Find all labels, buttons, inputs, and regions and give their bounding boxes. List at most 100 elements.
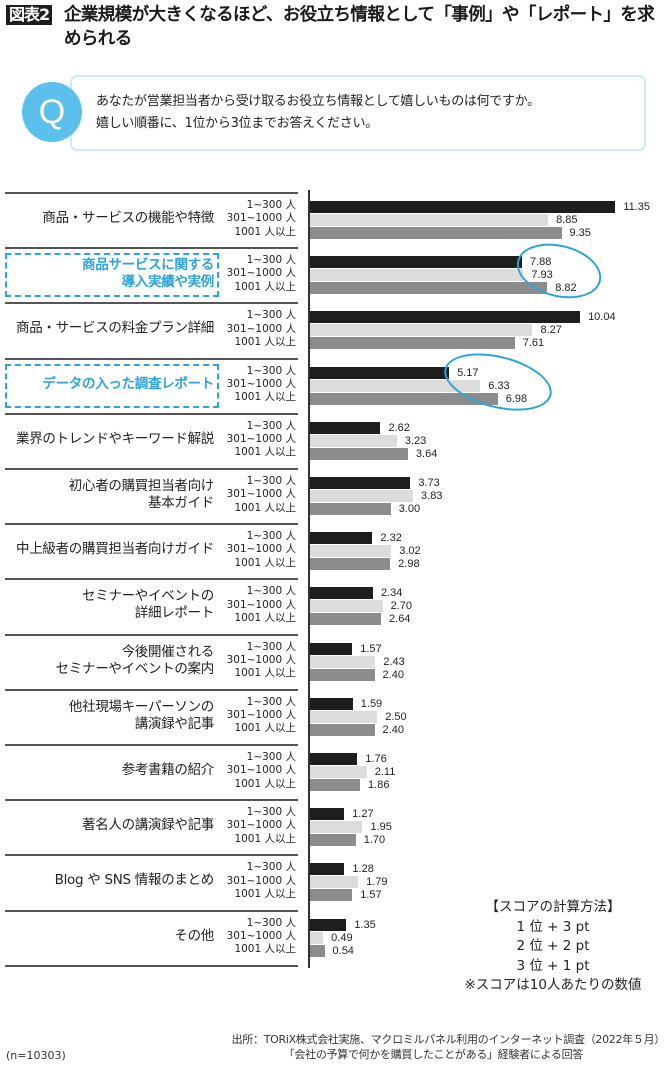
segment-label: 1~300 人 xyxy=(246,254,296,267)
category-label: データの入った調査レポート xyxy=(6,376,214,393)
category-group: 商品・サービスの機能や特徴 1~300 人 301~1000 人 1001 人以上 11… xyxy=(0,192,670,247)
bar-value-label: 6.98 xyxy=(505,392,528,405)
row-divider xyxy=(5,302,298,305)
segment-label: 1001 人以上 xyxy=(234,446,296,459)
segment-label: 301~1000 人 xyxy=(226,653,296,666)
segment-label: 1001 人以上 xyxy=(234,280,296,293)
row-divider xyxy=(5,964,298,967)
bar-value-label: 1.28 xyxy=(352,863,374,876)
bar-301-1000 xyxy=(310,600,383,613)
score-note-heading: 【スコアの計算方法】 xyxy=(485,899,621,915)
bar-301-1000 xyxy=(310,545,392,558)
category-label: 商品・サービスの料金プラン詳細 xyxy=(6,320,214,337)
question-box xyxy=(70,75,646,151)
bar-value-label: 2.62 xyxy=(388,421,410,434)
category-label: 中上級者の購買担当者向けガイド xyxy=(6,541,214,558)
segment-label: 301~1000 人 xyxy=(226,377,296,390)
segment-labels: 1~300 人 301~1000 人 1001 人以上 xyxy=(218,917,296,957)
segment-labels: 1~300 人 301~1000 人 1001 人以上 xyxy=(218,254,296,294)
bar-value-label: 7.88 xyxy=(529,256,552,269)
bar-1-300 xyxy=(310,863,345,876)
source-line-2: 「会社の予算で何かを購買したことがある」経験者による回答 xyxy=(283,1048,584,1061)
bar-301-1000 xyxy=(310,490,414,502)
category-label-line: 参考書籍の紹介 xyxy=(121,762,215,778)
category-group: 初心者の購買担当者向け 基本ガイド 1~300 人 301~1000 人 1001 人以… xyxy=(0,468,670,523)
segment-label: 1001 人以上 xyxy=(234,667,296,680)
category-label: セミナーやイベントの 詳細レポート xyxy=(6,588,214,622)
bar-301-1000 xyxy=(310,214,549,226)
segment-label: 301~1000 人 xyxy=(226,874,296,887)
bar-value-label: 1.27 xyxy=(352,808,374,821)
question-line-2: 嬉しい順番に、1位から3位までお答えください。 xyxy=(96,116,378,131)
bar-301-1000 xyxy=(310,821,363,834)
bar-value-label: 2.40 xyxy=(382,723,404,736)
segment-label: 301~1000 人 xyxy=(226,322,296,335)
segment-label: 301~1000 人 xyxy=(226,709,296,722)
bar-1001-plus xyxy=(310,668,375,681)
segment-label: 1001 人以上 xyxy=(234,335,296,348)
bar-value-label: 0.54 xyxy=(332,944,354,957)
bar-value-label: 1.57 xyxy=(360,642,382,655)
category-label-line: 他社現場キーパーソンの xyxy=(68,698,214,715)
segment-label: 1~300 人 xyxy=(246,530,296,543)
category-label-line: 商品サービスに関する xyxy=(82,257,214,274)
bar-1-300 xyxy=(310,918,347,931)
bar-1001-plus xyxy=(310,779,361,791)
bar-1001-plus xyxy=(310,337,515,350)
category-label-line: セミナーやイベントの案内 xyxy=(55,660,215,677)
segment-label: 1~300 人 xyxy=(246,475,296,487)
row-divider xyxy=(5,247,298,250)
bar-value-label: 3.83 xyxy=(421,490,443,502)
question-icon: Q xyxy=(22,82,82,142)
bar-value-label: 11.35 xyxy=(623,201,651,213)
segment-label: 1001 人以上 xyxy=(234,391,296,404)
score-note-footnote: ※スコアは10人あたりの数値 xyxy=(464,977,642,993)
bar-1001-plus xyxy=(310,282,548,295)
segment-labels: 1~300 人 301~1000 人 1001 人以上 xyxy=(218,420,296,460)
segment-label: 1001 人以上 xyxy=(234,611,296,624)
bar-1-300 xyxy=(310,532,373,545)
row-divider xyxy=(5,523,298,526)
bar-1001-plus xyxy=(310,889,353,902)
bar-1001-plus xyxy=(310,944,325,957)
segment-label: 1001 人以上 xyxy=(234,225,296,238)
segment-label: 1001 人以上 xyxy=(234,777,296,790)
bar-1001-plus xyxy=(310,834,356,847)
category-label-line: 業界のトレンドやキーワード解説 xyxy=(16,430,214,447)
segment-labels: 1~300 人 301~1000 人 1001 人以上 xyxy=(218,696,296,736)
category-group: Blog や SNS 情報のまとめ 1~300 人 301~1000 人 1001 人… xyxy=(0,854,670,909)
category-label: 今後開催される セミナーやイベントの案内 xyxy=(6,644,215,678)
row-divider xyxy=(5,578,298,581)
category-label-line: 基本ガイド xyxy=(148,495,214,511)
segment-labels: 1~300 人 301~1000 人 1001 人以上 xyxy=(218,199,296,239)
bar-value-label: 3.64 xyxy=(415,447,438,460)
category-group: 参考書籍の紹介 1~300 人 301~1000 人 1001 人以上 1.76 2.11… xyxy=(0,744,670,799)
category-label-line: 初心者の購買担当者向け xyxy=(68,478,215,494)
bar-value-label: 1.86 xyxy=(368,779,390,791)
segment-label: 1~300 人 xyxy=(246,695,296,708)
row-divider xyxy=(5,799,298,802)
category-group: 著名人の講演録や記事 1~300 人 301~1000 人 1001 人以上 1.27 1… xyxy=(0,799,670,854)
segment-label: 301~1000 人 xyxy=(226,598,296,611)
bar-1-300 xyxy=(310,311,581,324)
segment-labels: 1~300 人 301~1000 人 1001 人以上 xyxy=(218,585,296,625)
bar-value-label: 2.32 xyxy=(380,532,402,545)
segment-label: 1~300 人 xyxy=(246,309,296,322)
bar-value-label: 1.95 xyxy=(370,821,392,834)
category-label: 業界のトレンドやキーワード解説 xyxy=(6,431,214,448)
question-line-1: あなたが営業担当者から受け取るお役立ち情報として嬉しいものは何ですか。 xyxy=(96,94,540,109)
bar-301-1000 xyxy=(310,434,397,447)
category-group: 今後開催される セミナーやイベントの案内 1~300 人 301~1000 人 1001… xyxy=(0,634,670,689)
row-divider xyxy=(5,192,298,194)
bar-value-label: 3.00 xyxy=(398,503,421,515)
segment-label: 1001 人以上 xyxy=(234,943,296,956)
segment-labels: 1~300 人 301~1000 人 1001 人以上 xyxy=(218,641,296,681)
source-note: 出所：TORiX株式会社実施、マクロミルパネル利用のインターネット調査（2022… xyxy=(150,1032,666,1062)
segment-labels: 1~300 人 301~1000 人 1001 人以上 xyxy=(218,861,296,901)
segment-label: 1~300 人 xyxy=(246,364,296,377)
segment-label: 1001 人以上 xyxy=(234,832,296,845)
category-label-line: 商品・サービスの機能や特徴 xyxy=(42,210,214,226)
segment-label: 1~300 人 xyxy=(246,916,296,929)
bar-1-300 xyxy=(310,256,522,269)
category-label: 商品・サービスの機能や特徴 xyxy=(6,210,214,227)
